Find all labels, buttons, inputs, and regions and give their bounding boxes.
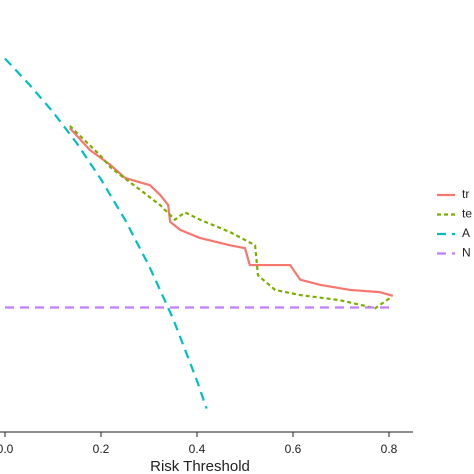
series-line xyxy=(4,57,208,409)
legend-label: tr xyxy=(462,187,469,201)
x-tick-label: 0.4 xyxy=(189,442,206,456)
x-axis-label: Risk Threshold xyxy=(150,458,250,474)
x-tick-label: 0.0 xyxy=(0,442,14,456)
series-line xyxy=(69,125,391,310)
legend-label: te xyxy=(462,207,472,221)
x-tick-label: 0.6 xyxy=(285,442,302,456)
x-tick-label: 0.8 xyxy=(381,442,398,456)
legend-label: A xyxy=(462,226,470,240)
x-tick-label: 0.2 xyxy=(93,442,110,456)
legend-label: N xyxy=(462,246,471,260)
series-line xyxy=(68,127,394,297)
